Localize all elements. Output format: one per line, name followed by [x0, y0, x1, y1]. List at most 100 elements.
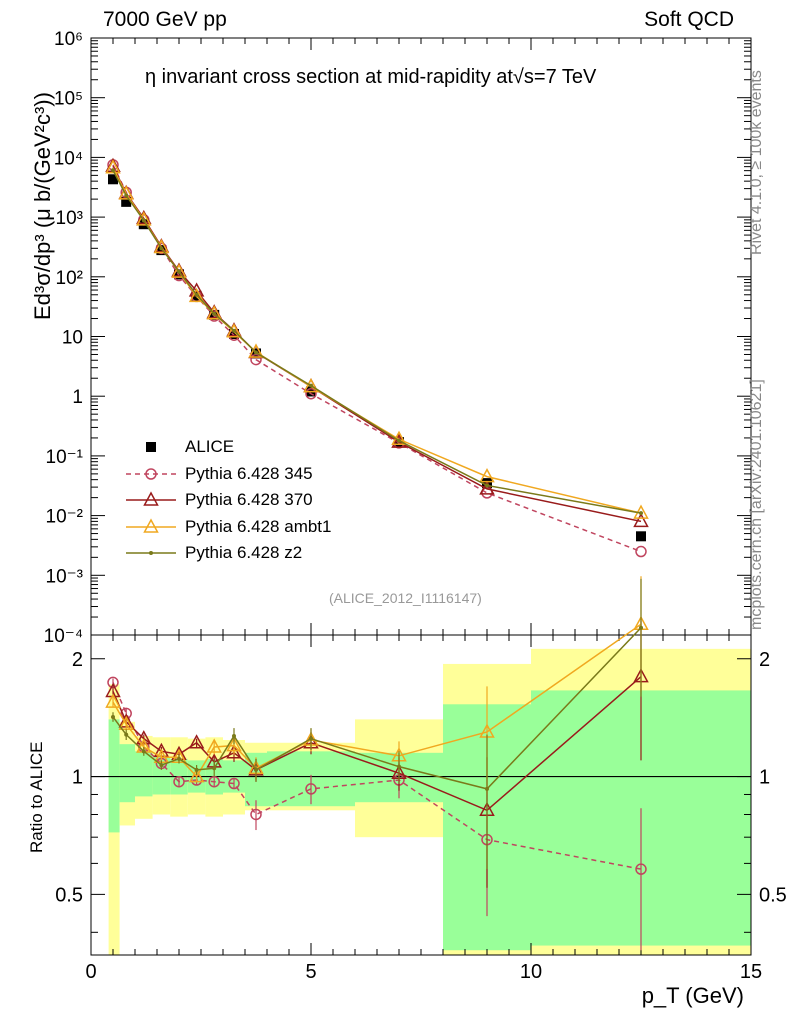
ratio-pythia-z2-point — [212, 766, 217, 771]
legend-marker-alice — [146, 442, 156, 452]
ratio-pythia-z2-point — [397, 764, 401, 769]
x-tick-label: 5 — [305, 961, 316, 983]
ratio-pythia-z2-point — [254, 767, 258, 772]
ratio-pythia-ambt1-point — [188, 767, 205, 783]
legend-label-alice: ALICE — [185, 437, 235, 456]
rivet-version-label: Rivet 4.1.0, ≥ 100k events — [748, 70, 765, 255]
legend-marker-pythia-370 — [143, 491, 159, 506]
inner-uncertainty-band — [108, 719, 120, 833]
ratio-y-tick-label: 1 — [72, 767, 83, 789]
top-pythia-ambt1-point — [105, 159, 121, 174]
ratio-pythia-345-point — [173, 775, 185, 788]
top-pythia-ambt1-line — [112, 167, 642, 514]
ratio-pythia-345-point — [305, 783, 317, 795]
mcplots-label: mcplots.cern.ch [arXiv:2401.10621] — [748, 379, 765, 630]
top-pythia-ambt1-point — [226, 323, 242, 338]
top-pythia-370-point — [633, 512, 649, 528]
top-pythia-ambt1-point — [136, 211, 152, 226]
ratio-pythia-ambt1-point — [105, 693, 121, 708]
y-tick-label: 10² — [56, 268, 83, 289]
legend-marker-pythia-345 — [145, 468, 157, 480]
x-axis-label: p_T (GeV) — [641, 983, 744, 1008]
ratio-pythia-345-point — [250, 808, 262, 821]
top-pythia-ambt1-point — [118, 185, 134, 200]
inner-uncertainty-band — [135, 751, 153, 797]
ratio-pythia-370-point — [226, 744, 242, 759]
top-pythia-345-point — [635, 545, 647, 558]
top-pythia-z2-point — [111, 168, 115, 173]
top-pythia-z2-point — [141, 218, 146, 223]
top-pythia-z2-point — [254, 350, 258, 355]
ratio-pythia-z2-point — [232, 733, 236, 738]
top-pythia-345-point — [481, 487, 493, 499]
y-tick-label: 10⁻³ — [46, 566, 84, 587]
ratio-y-tick-label: 0.5 — [55, 884, 83, 906]
y-tick-label: 10⁵ — [54, 89, 83, 110]
y-tick-label: 10 — [62, 328, 83, 349]
top-pythia-ambt1-point — [479, 468, 495, 483]
ratio-pythia-z2-point — [141, 749, 146, 754]
y-tick-label: 10⁻¹ — [46, 447, 84, 468]
ratio-pythia-ambt1-point — [226, 737, 242, 752]
ratio-pythia-z2-point — [111, 714, 115, 719]
y-tick-label: 10⁻² — [46, 507, 84, 528]
ratio-pythia-z2-point — [309, 736, 313, 741]
ratio-y-tick-label-right: 1 — [759, 767, 770, 789]
top-pythia-z2-point — [639, 511, 643, 516]
ratio-y-axis-label: Ratio to ALICE — [27, 741, 46, 853]
top-pythia-ambt1-point — [303, 377, 319, 393]
top-pythia-z2-point — [124, 193, 129, 198]
ratio-y-tick-label: 2 — [72, 649, 83, 671]
top-pythia-ambt1-point — [248, 343, 264, 358]
analysis-id-label: (ALICE_2012_I1116147) — [329, 590, 482, 606]
legend-label-370: Pythia 6.428 370 — [185, 490, 313, 509]
ratio-y-tick-label-right: 0.5 — [759, 884, 786, 906]
top-pythia-345-point — [250, 353, 262, 366]
top-pythia-z2-line — [112, 169, 642, 514]
ratio-pythia-z2-point — [485, 786, 489, 791]
ratio-pythia-z2-point — [194, 767, 199, 772]
top-y-axis-label: Ed³σ/dp³ (μ b/(GeV²c³)) — [30, 92, 55, 320]
top-pythia-z2-point — [194, 292, 199, 297]
ratio-pythia-ambt1-point — [206, 738, 222, 753]
top-pythia-z2-point — [397, 438, 401, 443]
top-pythia-z2-point — [177, 269, 181, 274]
ratio-pythia-345-point — [208, 775, 220, 788]
y-tick-label: 10⁻⁴ — [44, 626, 83, 647]
ratio-pythia-z2-point — [639, 625, 643, 630]
legend-label-ambt1: Pythia 6.428 ambt1 — [185, 517, 332, 536]
top-alice-point — [108, 174, 118, 185]
legend-label-345: Pythia 6.428 345 — [185, 464, 313, 483]
top-pythia-ambt1-point — [171, 263, 187, 278]
legend-label-z2: Pythia 6.428 z2 — [185, 543, 303, 562]
y-tick-label: 1 — [72, 387, 83, 408]
y-tick-label: 10⁶ — [54, 29, 83, 50]
header-right-label: Soft QCD — [644, 8, 734, 31]
y-tick-label: 10⁴ — [54, 148, 83, 169]
top-alice-point — [636, 531, 646, 542]
top-pythia-370-point — [479, 480, 495, 495]
ratio-pythia-z2-point — [177, 756, 181, 761]
top-pythia-z2-point — [212, 311, 217, 316]
top-pythia-z2-point — [309, 383, 313, 388]
x-tick-label: 10 — [520, 961, 542, 983]
inner-uncertainty-band — [119, 744, 135, 803]
top-pythia-z2-point — [485, 483, 489, 488]
legend-marker-pythia-z2 — [149, 551, 153, 555]
header-left-label: 7000 GeV pp — [103, 8, 227, 31]
top-pythia-ambt1-point — [188, 287, 205, 303]
ratio-pythia-370-point — [188, 734, 205, 749]
ratio-pythia-345-point — [635, 863, 647, 875]
top-pythia-z2-point — [232, 328, 236, 333]
ratio-pythia-345-point — [228, 777, 240, 790]
legend-marker-pythia-ambt1 — [143, 518, 159, 533]
ratio-y-tick-label-right: 2 — [759, 649, 770, 671]
top-alice-point — [121, 196, 132, 207]
top-pythia-ambt1-point — [206, 305, 222, 320]
ratio-pythia-z2-point — [159, 763, 164, 768]
plot-title: η invariant cross section at mid-rapidit… — [145, 66, 597, 88]
top-pythia-345-point — [305, 387, 317, 400]
x-tick-label: 0 — [85, 961, 96, 983]
top-pythia-ambt1-point — [153, 238, 170, 254]
